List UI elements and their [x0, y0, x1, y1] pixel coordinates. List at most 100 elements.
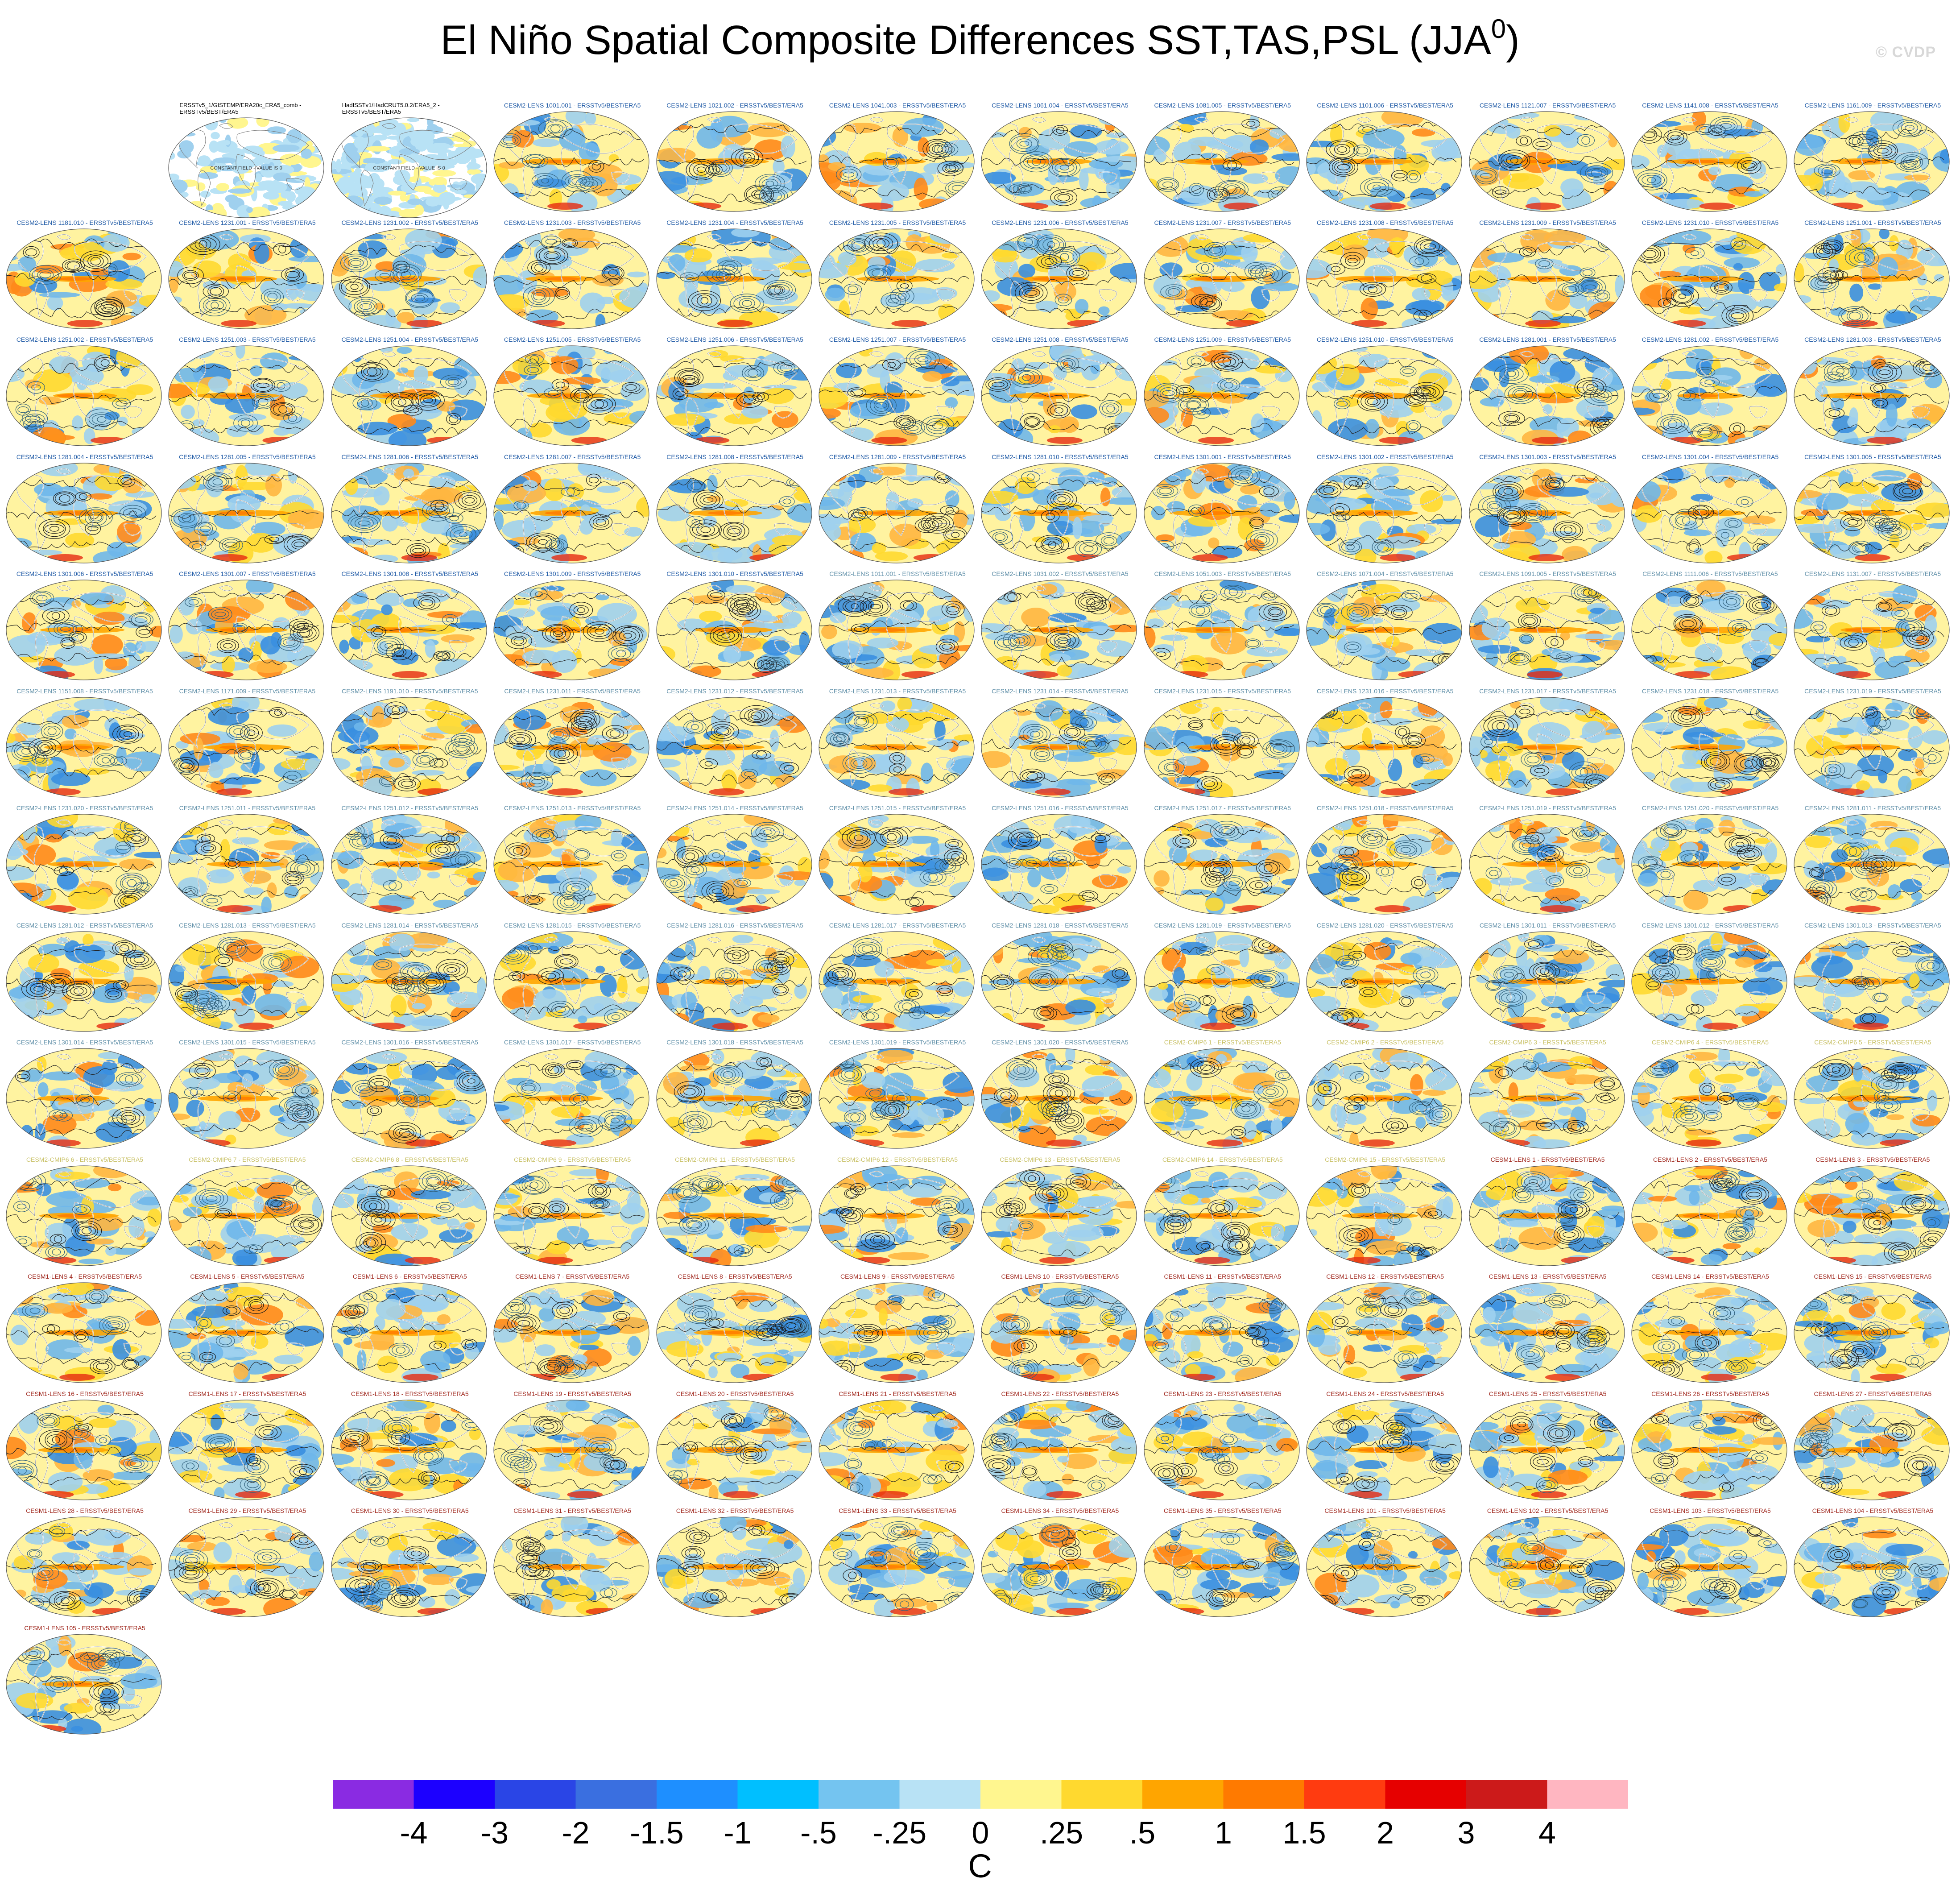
global-map	[656, 1165, 812, 1266]
map-panel: CESM2-LENS 1251.020 - ERSSTv5/BEST/ERA5	[1630, 804, 1790, 918]
global-map	[331, 696, 487, 798]
global-map	[656, 696, 812, 798]
map-panel: CESM2-LENS 1251.017 - ERSSTv5/BEST/ERA5	[1142, 804, 1303, 918]
panel-title: CESM2-LENS 1281.015 - ERSSTv5/BEST/ERA5	[504, 921, 641, 929]
global-map	[493, 1048, 649, 1149]
global-map	[1306, 1399, 1462, 1500]
panel-title: CESM1-LENS 33 - ERSSTv5/BEST/ERA5	[839, 1507, 956, 1514]
panel-title: CESM2-LENS 1231.019 - ERSSTv5/BEST/ERA5	[1804, 687, 1941, 695]
colorbar-tick-label: 0	[972, 1815, 989, 1850]
panel-title: CESM1-LENS 25 - ERSSTv5/BEST/ERA5	[1489, 1390, 1607, 1397]
map-panel: CESM2-CMIP6 9 - ERSSTv5/BEST/ERA5	[492, 1156, 653, 1270]
global-map	[819, 228, 975, 329]
map-panel: CESM2-LENS 1301.004 - ERSSTv5/BEST/ERA5	[1630, 453, 1790, 567]
map-panel: CESM1-LENS 27 - ERSSTv5/BEST/ERA5	[1792, 1390, 1953, 1504]
map-panel: CESM2-LENS 1131.007 - ERSSTv5/BEST/ERA5	[1792, 570, 1953, 684]
map-panel: CESM1-LENS 18 - ERSSTv5/BEST/ERA5	[330, 1390, 490, 1504]
panel-title: CESM2-LENS 1131.007 - ERSSTv5/BEST/ERA5	[1804, 570, 1941, 577]
panel-title: CESM2-LENS 1121.007 - ERSSTv5/BEST/ERA5	[1479, 102, 1616, 109]
global-map	[819, 1048, 975, 1149]
panel-title: CESM2-LENS 1281.006 - ERSSTv5/BEST/ERA5	[341, 453, 479, 460]
global-map	[1468, 1399, 1625, 1500]
colorbar-tick-label: -1	[724, 1815, 752, 1850]
global-map	[1306, 228, 1462, 329]
global-map	[819, 580, 975, 680]
global-map	[1468, 814, 1625, 915]
global-map	[981, 1165, 1137, 1266]
panel-title: CESM1-LENS 3 - ERSSTv5/BEST/ERA5	[1815, 1156, 1930, 1163]
global-map	[819, 696, 975, 798]
panel-title: CESM2-LENS 1001.001 - ERSSTv5/BEST/ERA5	[504, 102, 641, 109]
global-map	[331, 1516, 487, 1617]
global-map	[1306, 345, 1462, 446]
panel-title: CESM1-LENS 5 - ERSSTv5/BEST/ERA5	[190, 1273, 305, 1280]
map-panel: HadISSTv1/HadCRUT5.0.2/ERA5_2 - ERSSTv5/…	[330, 102, 490, 218]
global-map	[493, 931, 649, 1032]
panel-title: CESM2-LENS 1061.004 - ERSSTv5/BEST/ERA5	[992, 102, 1129, 109]
panel-title: CESM1-LENS 30 - ERSSTv5/BEST/ERA5	[351, 1507, 469, 1514]
colorbar-tick-label: -.25	[872, 1815, 927, 1850]
map-panel: CESM2-LENS 1281.008 - ERSSTv5/BEST/ERA5	[655, 453, 815, 567]
panel-title: CESM2-LENS 1301.005 - ERSSTv5/BEST/ERA5	[1804, 453, 1941, 460]
cvdp-watermark: © CVDP	[1876, 44, 1936, 61]
global-map	[1144, 462, 1300, 563]
global-map	[331, 345, 487, 446]
panel-title: CESM2-LENS 1011.001 - ERSSTv5/BEST/ERA5	[829, 570, 966, 577]
panel-title: CESM2-LENS 1251.008 - ERSSTv5/BEST/ERA5	[992, 336, 1129, 343]
title-text: El Niño Spatial Composite Differences SS…	[440, 17, 1491, 63]
map-panel: CESM1-LENS 8 - ERSSTv5/BEST/ERA5	[655, 1273, 815, 1387]
svg-text:CONSTANT FIELD - VALUE IS 0: CONSTANT FIELD - VALUE IS 0	[373, 166, 445, 171]
panel-title: CESM2-LENS 1231.020 - ERSSTv5/BEST/ERA5	[16, 804, 153, 812]
panel-title: HadISSTv1/HadCRUT5.0.2/ERA5_2 - ERSSTv5/…	[342, 102, 440, 115]
map-panel: CESM2-LENS 1231.020 - ERSSTv5/BEST/ERA5	[4, 804, 165, 918]
panel-title: CESM2-LENS 1231.008 - ERSSTv5/BEST/ERA5	[1316, 219, 1454, 226]
map-panel: CESM2-LENS 1231.018 - ERSSTv5/BEST/ERA5	[1630, 688, 1790, 801]
panel-title: CESM2-LENS 1301.016 - ERSSTv5/BEST/ERA5	[341, 1039, 479, 1046]
global-map	[331, 1165, 487, 1266]
global-map	[168, 580, 324, 680]
global-map	[981, 1282, 1137, 1383]
panel-title: CESM2-CMIP6 14 - ERSSTv5/BEST/ERA5	[1162, 1156, 1283, 1163]
map-panel: CESM2-LENS 1301.013 - ERSSTv5/BEST/ERA5	[1792, 922, 1953, 1036]
panel-title: CESM2-LENS 1281.002 - ERSSTv5/BEST/ERA5	[1642, 336, 1779, 343]
global-map	[1631, 1165, 1787, 1266]
global-map	[1794, 1282, 1950, 1383]
map-panel: CESM2-LENS 1231.017 - ERSSTv5/BEST/ERA5	[1468, 688, 1628, 801]
global-map	[1468, 1282, 1625, 1383]
panel-title: CESM1-LENS 18 - ERSSTv5/BEST/ERA5	[351, 1390, 469, 1397]
map-panel: CESM2-LENS 1281.010 - ERSSTv5/BEST/ERA5	[980, 453, 1140, 567]
panel-title: CESM2-LENS 1251.006 - ERSSTv5/BEST/ERA5	[666, 336, 803, 343]
panel-title: CESM2-LENS 1301.014 - ERSSTv5/BEST/ERA5	[16, 1039, 153, 1046]
global-map	[819, 111, 975, 212]
colorbar-tick-label: .25	[1039, 1815, 1083, 1850]
colorbar-tick-label: -1.5	[630, 1815, 684, 1850]
global-map	[6, 228, 162, 329]
map-panel: CESM1-LENS 33 - ERSSTv5/BEST/ERA5	[817, 1507, 978, 1621]
map-panel: CESM2-LENS 1281.011 - ERSSTv5/BEST/ERA5	[1792, 804, 1953, 918]
map-panel: CESM2-LENS 1051.003 - ERSSTv5/BEST/ERA5	[1142, 570, 1303, 684]
panel-title: CESM2-LENS 1281.004 - ERSSTv5/BEST/ERA5	[16, 453, 153, 460]
panel-title: CESM1-LENS 8 - ERSSTv5/BEST/ERA5	[678, 1273, 792, 1280]
panel-title: CESM2-LENS 1251.010 - ERSSTv5/BEST/ERA5	[1316, 336, 1454, 343]
map-panel: CESM2-LENS 1251.005 - ERSSTv5/BEST/ERA5	[492, 336, 653, 450]
global-map	[1468, 1048, 1625, 1149]
global-map	[493, 814, 649, 915]
map-panel: CESM2-LENS 1301.012 - ERSSTv5/BEST/ERA5	[1630, 922, 1790, 1036]
global-map	[1468, 228, 1625, 329]
map-panel: CESM1-LENS 13 - ERSSTv5/BEST/ERA5	[1468, 1273, 1628, 1387]
global-map	[981, 696, 1137, 798]
panel-title: CESM2-LENS 1281.014 - ERSSTv5/BEST/ERA5	[341, 921, 479, 929]
panel-title: CESM2-LENS 1281.018 - ERSSTv5/BEST/ERA5	[992, 921, 1129, 929]
map-panel: CESM1-LENS 7 - ERSSTv5/BEST/ERA5	[492, 1273, 653, 1387]
map-panel: CESM2-LENS 1021.002 - ERSSTv5/BEST/ERA5	[655, 102, 815, 215]
panel-title: CESM2-LENS 1231.010 - ERSSTv5/BEST/ERA5	[1642, 219, 1779, 226]
panel-title: CESM2-LENS 1281.013 - ERSSTv5/BEST/ERA5	[179, 921, 316, 929]
map-panel: CESM2-LENS 1251.018 - ERSSTv5/BEST/ERA5	[1305, 804, 1465, 918]
panel-title: CESM2-LENS 1231.016 - ERSSTv5/BEST/ERA5	[1316, 687, 1454, 695]
map-panel: CESM1-LENS 19 - ERSSTv5/BEST/ERA5	[492, 1390, 653, 1504]
panel-title: CESM2-LENS 1231.007 - ERSSTv5/BEST/ERA5	[1154, 219, 1291, 226]
panel-title: CESM2-LENS 1251.011 - ERSSTv5/BEST/ERA5	[179, 804, 316, 812]
map-panel: CESM2-LENS 1161.009 - ERSSTv5/BEST/ERA5	[1792, 102, 1953, 215]
global-map	[331, 1399, 487, 1500]
global-map	[656, 1048, 812, 1149]
